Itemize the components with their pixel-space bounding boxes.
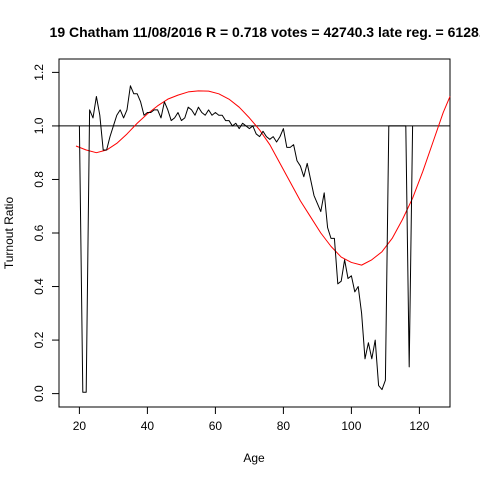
x-axis: 20 40 60 80 100 120 (73, 407, 430, 433)
x-tick-label: 60 (209, 419, 223, 433)
y-tick-label: 0.6 (32, 224, 46, 241)
x-tick-label: 80 (277, 419, 291, 433)
observed-series-group (78, 85, 414, 393)
plot-frame (58, 58, 451, 408)
y-axis-label: Turnout Ratio (2, 197, 16, 270)
y-tick-label: 1.0 (32, 117, 46, 134)
fit-series-line (75, 90, 451, 266)
y-tick-label: 1.2 (32, 64, 46, 81)
y-tick-label: 0.4 (32, 278, 46, 295)
x-axis-label: Age (243, 451, 265, 465)
x-tick-label: 120 (409, 419, 429, 433)
y-axis: 0.0 0.2 0.4 0.6 0.8 1.0 1.2 (32, 64, 59, 402)
y-tick-label: 0.8 (32, 171, 46, 188)
y-tick-label: 0.2 (32, 331, 46, 348)
x-tick-label: 40 (141, 419, 155, 433)
chart-title: 19 Chatham 11/08/2016 R = 0.718 votes = … (50, 24, 480, 40)
x-tick-label: 100 (341, 419, 361, 433)
y-tick-label: 0.0 (32, 385, 46, 402)
x-tick-label: 20 (73, 419, 87, 433)
observed-series-line (78, 85, 414, 393)
fit-curve-group (75, 90, 451, 266)
